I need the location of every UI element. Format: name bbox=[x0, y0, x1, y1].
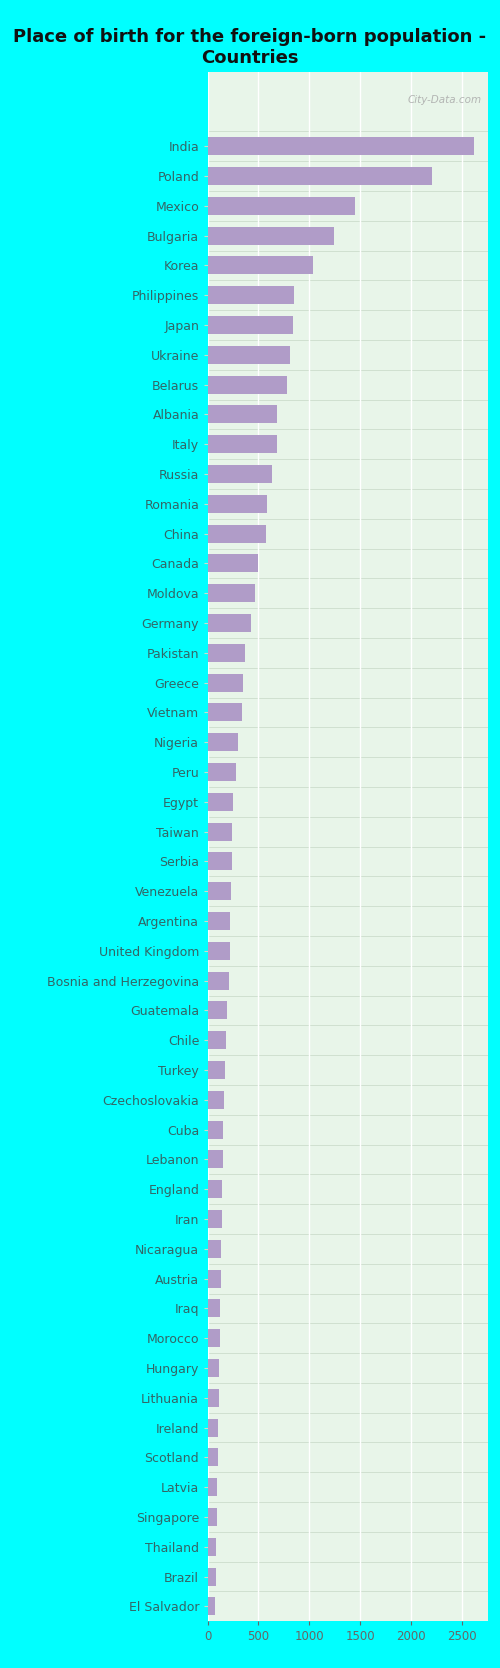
Bar bbox=[208, 375, 288, 394]
Bar bbox=[208, 1239, 221, 1258]
Bar bbox=[208, 1269, 220, 1288]
Bar bbox=[208, 287, 294, 304]
Bar bbox=[208, 972, 229, 989]
Bar bbox=[208, 1448, 218, 1466]
Bar bbox=[208, 912, 230, 931]
Bar bbox=[208, 644, 245, 662]
Bar bbox=[208, 137, 474, 155]
Bar bbox=[208, 1359, 220, 1378]
Text: Place of birth for the foreign-born population -
Countries: Place of birth for the foreign-born popu… bbox=[14, 28, 486, 67]
Bar bbox=[208, 614, 251, 632]
Bar bbox=[208, 167, 432, 185]
Bar bbox=[208, 1389, 219, 1406]
Bar bbox=[208, 465, 272, 484]
Bar bbox=[208, 762, 236, 781]
Bar bbox=[208, 704, 242, 721]
Bar bbox=[208, 1061, 224, 1079]
Bar bbox=[208, 792, 234, 811]
Bar bbox=[208, 1151, 223, 1168]
Bar bbox=[208, 822, 232, 841]
Bar bbox=[208, 554, 258, 572]
Bar bbox=[208, 405, 277, 424]
Bar bbox=[208, 1209, 222, 1228]
Bar bbox=[208, 1419, 218, 1436]
Bar bbox=[208, 227, 334, 245]
Bar bbox=[208, 1568, 216, 1586]
Bar bbox=[208, 1121, 224, 1139]
Bar bbox=[208, 495, 266, 512]
Bar bbox=[208, 882, 231, 901]
Bar bbox=[208, 1538, 216, 1556]
Bar bbox=[208, 1508, 217, 1526]
Bar bbox=[208, 345, 290, 364]
Bar bbox=[208, 1181, 222, 1198]
Bar bbox=[208, 197, 355, 215]
Bar bbox=[208, 315, 293, 334]
Bar bbox=[208, 435, 276, 454]
Bar bbox=[208, 1001, 227, 1019]
Bar bbox=[208, 674, 243, 692]
Bar bbox=[208, 942, 230, 959]
Bar bbox=[208, 734, 238, 751]
Bar bbox=[208, 1031, 226, 1049]
Bar bbox=[208, 1478, 218, 1496]
Text: City-Data.com: City-Data.com bbox=[408, 95, 482, 105]
Bar bbox=[208, 1598, 216, 1615]
Bar bbox=[208, 584, 255, 602]
Bar bbox=[208, 257, 314, 274]
Bar bbox=[208, 1329, 220, 1348]
Bar bbox=[208, 852, 232, 871]
Bar bbox=[208, 1299, 220, 1318]
Bar bbox=[208, 1091, 224, 1109]
Bar bbox=[208, 525, 266, 542]
